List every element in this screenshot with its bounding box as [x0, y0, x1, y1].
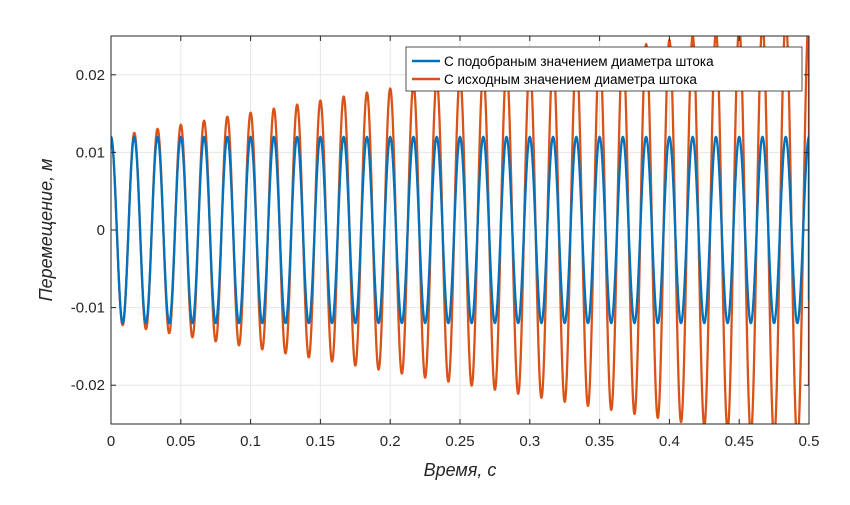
x-tick-label: 0.35 — [585, 433, 614, 450]
y-tick-label: -0.01 — [71, 300, 105, 317]
x-tick-label: 0.45 — [725, 433, 754, 450]
y-tick-label: 0.01 — [76, 144, 105, 161]
x-tick-label: 0.15 — [306, 433, 335, 450]
y-axis-label: Перемещение, м — [36, 159, 56, 302]
y-tick-label: 0.02 — [76, 67, 105, 84]
x-tick-label: 0.25 — [445, 433, 474, 450]
x-tick-label: 0.3 — [519, 433, 540, 450]
x-tick-label: 0 — [107, 433, 115, 450]
x-tick-label: 0.4 — [659, 433, 680, 450]
x-axis-label: Время, с — [424, 460, 497, 480]
legend-box — [405, 46, 803, 92]
x-tick-label: 0.1 — [240, 433, 261, 450]
x-tick-label: 0.5 — [799, 433, 820, 450]
ticks: 0 0.05 0.1 0.15 0.2 0.25 0.3 0.35 0.4 0.45 0.5 -0.0… — [71, 36, 820, 450]
x-tick-label: 0.2 — [380, 433, 401, 450]
series-line-1 — [111, 135, 809, 325]
legend: С подобраным значением диаметра штока С … — [405, 46, 803, 92]
y-tick-label: -0.02 — [71, 377, 105, 394]
legend-entry-series-2: С исходным значением диаметра штока — [444, 72, 697, 87]
legend-entry-series-1: С подобраным значением диаметра штока — [444, 54, 714, 69]
x-tick-label: 0.05 — [166, 433, 195, 450]
y-tick-label: 0 — [97, 222, 105, 239]
